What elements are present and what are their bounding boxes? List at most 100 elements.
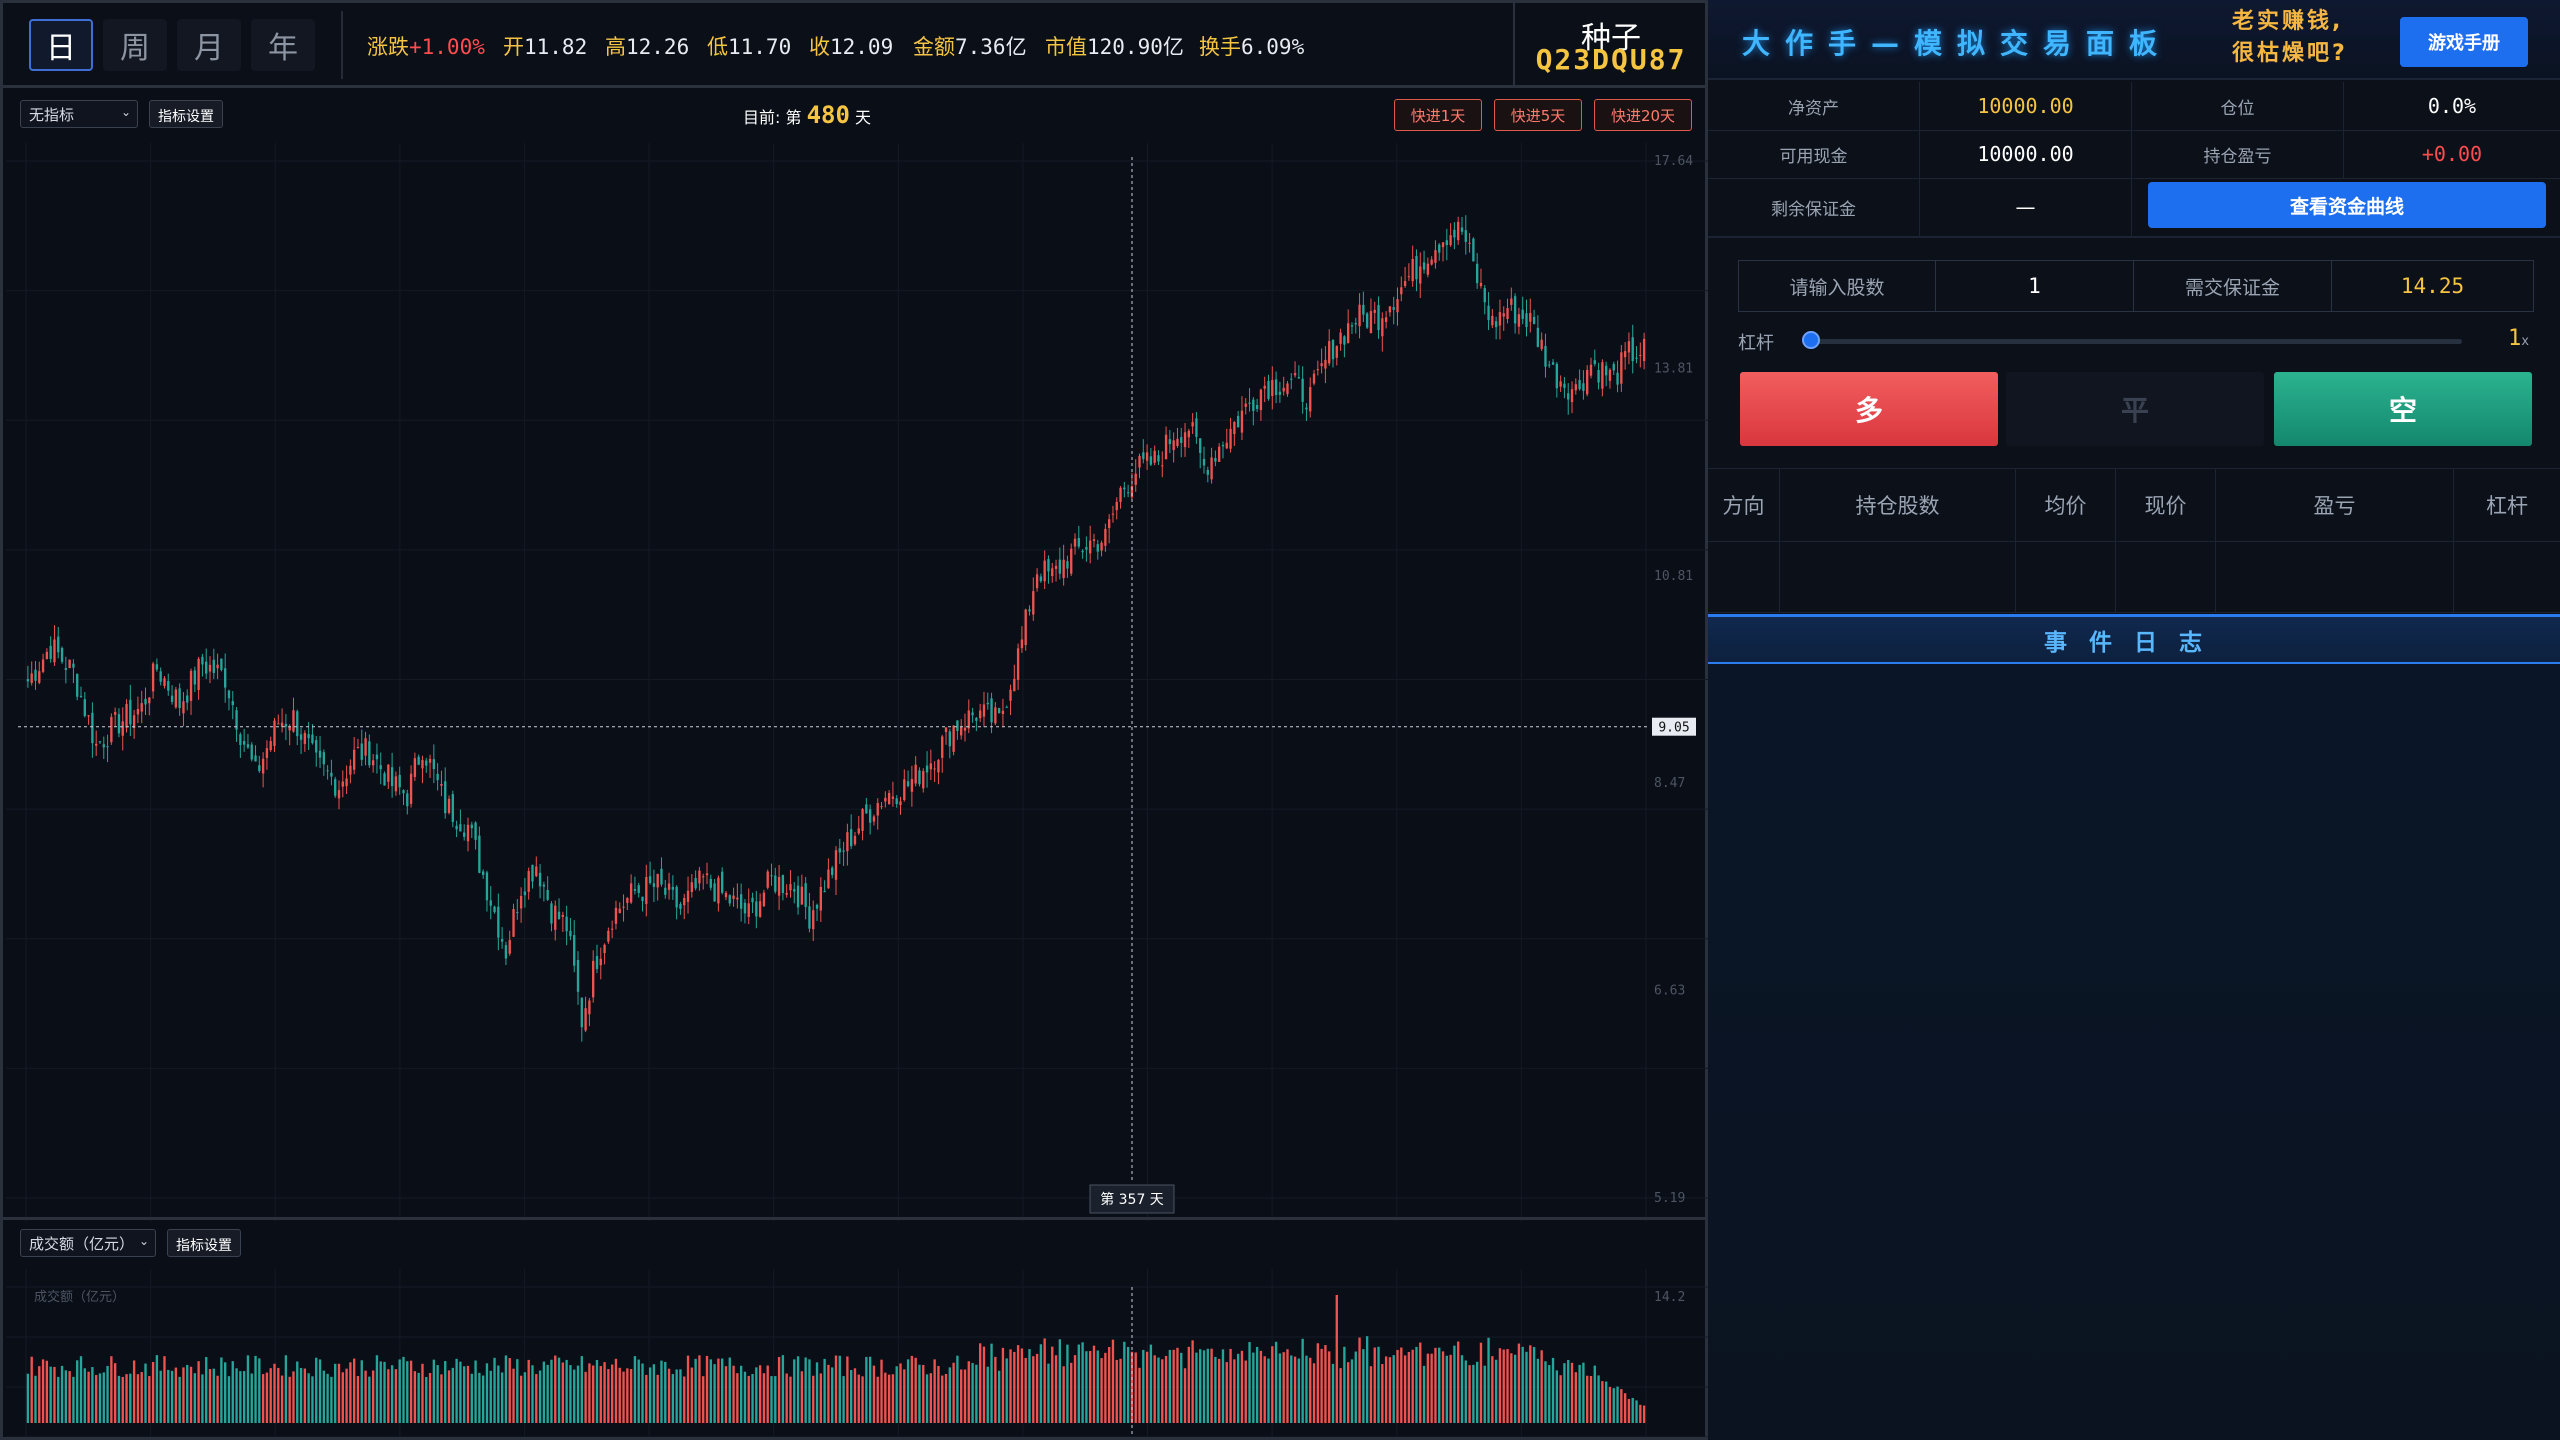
candle-body	[303, 732, 307, 745]
candle-body	[205, 661, 208, 674]
volume-bar	[827, 1364, 830, 1423]
game-manual-button[interactable]: 游戏手册	[2400, 17, 2528, 67]
candle-body	[1221, 445, 1225, 447]
volume-bar	[273, 1363, 276, 1423]
volume-bar	[261, 1374, 265, 1423]
view-equity-curve-button[interactable]: 查看资金曲线	[2148, 182, 2546, 228]
volume-bar	[1119, 1358, 1122, 1423]
divider	[3, 1217, 1705, 1220]
candle-body	[1013, 678, 1016, 692]
candle-body	[299, 734, 303, 740]
volume-bar	[1028, 1349, 1031, 1423]
volume-settings-button[interactable]: 指标设置	[167, 1229, 241, 1257]
volume-chart[interactable]: 成交额（亿元） 14.2	[6, 1269, 1708, 1437]
volume-bar	[1183, 1368, 1187, 1423]
candle-body	[1403, 281, 1407, 287]
volume-bar	[1639, 1404, 1642, 1423]
volume-bar	[675, 1369, 678, 1423]
volume-bar	[1586, 1375, 1589, 1423]
indicator-settings-button[interactable]: 指标设置	[149, 100, 223, 128]
candle-body	[87, 715, 90, 717]
candle-body	[1274, 379, 1278, 395]
candle-body	[345, 778, 348, 787]
volume-bar	[800, 1371, 804, 1423]
candle-body	[463, 832, 466, 837]
period-week-button[interactable]: 周	[103, 19, 167, 71]
volume-bar	[334, 1363, 337, 1423]
shares-input[interactable]: 1	[1936, 261, 2134, 311]
volume-bar	[781, 1355, 785, 1423]
candle-body	[796, 885, 800, 908]
volume-bar	[925, 1374, 929, 1423]
candle-body	[337, 790, 341, 799]
fast-forward-1-button[interactable]: 快进1天	[1394, 99, 1482, 131]
volume-bar	[724, 1366, 728, 1423]
candle-body	[349, 765, 352, 775]
period-day-button[interactable]: 日	[29, 19, 93, 71]
close-position-button[interactable]: 平	[2006, 372, 2264, 446]
leverage-slider-track[interactable]	[1808, 339, 2462, 344]
volume-bar	[1206, 1348, 1209, 1423]
period-year-button[interactable]: 年	[251, 19, 315, 71]
volume-bar	[1157, 1357, 1160, 1423]
volume-bar	[1608, 1386, 1612, 1423]
volume-indicator-select[interactable]: 成交额（亿元） ⌄	[20, 1229, 156, 1257]
volume-bar	[1438, 1347, 1441, 1423]
candle-body	[1422, 262, 1426, 270]
fast-forward-20-button[interactable]: 快进20天	[1594, 99, 1692, 131]
candle-body	[610, 928, 614, 930]
long-button[interactable]: 多	[1740, 372, 1998, 446]
candle-body	[375, 754, 379, 760]
fast-forward-5-button[interactable]: 快进5天	[1494, 99, 1582, 131]
volume-bar	[1388, 1357, 1392, 1423]
volume-bar	[1039, 1344, 1043, 1423]
indicator-select[interactable]: 无指标 ⌄	[20, 100, 138, 128]
volume-bar	[1384, 1356, 1388, 1423]
candle-body	[1494, 321, 1498, 328]
volume-bar	[599, 1366, 602, 1423]
candle-body	[698, 870, 701, 884]
candle-body	[79, 695, 83, 697]
candle-body	[1020, 639, 1024, 649]
volume-bar	[299, 1367, 303, 1423]
volume-bar	[1331, 1363, 1335, 1423]
volume-bar	[87, 1371, 90, 1423]
volume-bar	[167, 1369, 170, 1423]
volume-bar	[960, 1369, 963, 1423]
current-day-label: 目前: 第 480 天	[743, 101, 872, 129]
volume-bar	[1415, 1346, 1418, 1423]
volume-bar	[1623, 1393, 1627, 1423]
candle-body	[823, 891, 826, 893]
candle-body	[121, 721, 124, 736]
volume-bar	[280, 1375, 284, 1423]
candle-body	[129, 699, 132, 725]
candle-body	[1297, 377, 1301, 379]
volume-bar	[174, 1367, 178, 1423]
event-log[interactable]	[1708, 664, 2560, 1440]
candlestick-chart[interactable]: 17.64 13.81 10.81 8.47 6.63 5.19 9.05 第 357 天	[6, 143, 1708, 1221]
volume-bar	[1255, 1346, 1259, 1423]
candle-body	[132, 715, 136, 729]
volume-bar	[1126, 1346, 1130, 1423]
volume-bar	[68, 1371, 71, 1423]
volume-bar	[144, 1363, 147, 1423]
candle-body	[865, 804, 868, 814]
candle-body	[1259, 389, 1263, 411]
volume-bar	[79, 1356, 83, 1423]
volume-bar	[296, 1361, 299, 1423]
volume-bar	[1567, 1359, 1570, 1423]
period-month-button[interactable]: 月	[177, 19, 241, 71]
volume-chart-label: 成交额（亿元）	[34, 1289, 125, 1305]
volume-bar	[493, 1357, 496, 1423]
volume-bar	[1104, 1352, 1107, 1423]
volume-bar	[607, 1369, 610, 1423]
candle-body	[975, 717, 978, 721]
short-button[interactable]: 空	[2274, 372, 2532, 446]
volume-bar	[1073, 1355, 1077, 1423]
candle-body	[868, 809, 872, 823]
volume-bar	[1335, 1295, 1338, 1423]
leverage-slider-handle[interactable]	[1802, 331, 1820, 349]
candle-body	[432, 759, 436, 770]
volume-bar	[474, 1360, 477, 1423]
volume-bar	[1551, 1357, 1555, 1423]
